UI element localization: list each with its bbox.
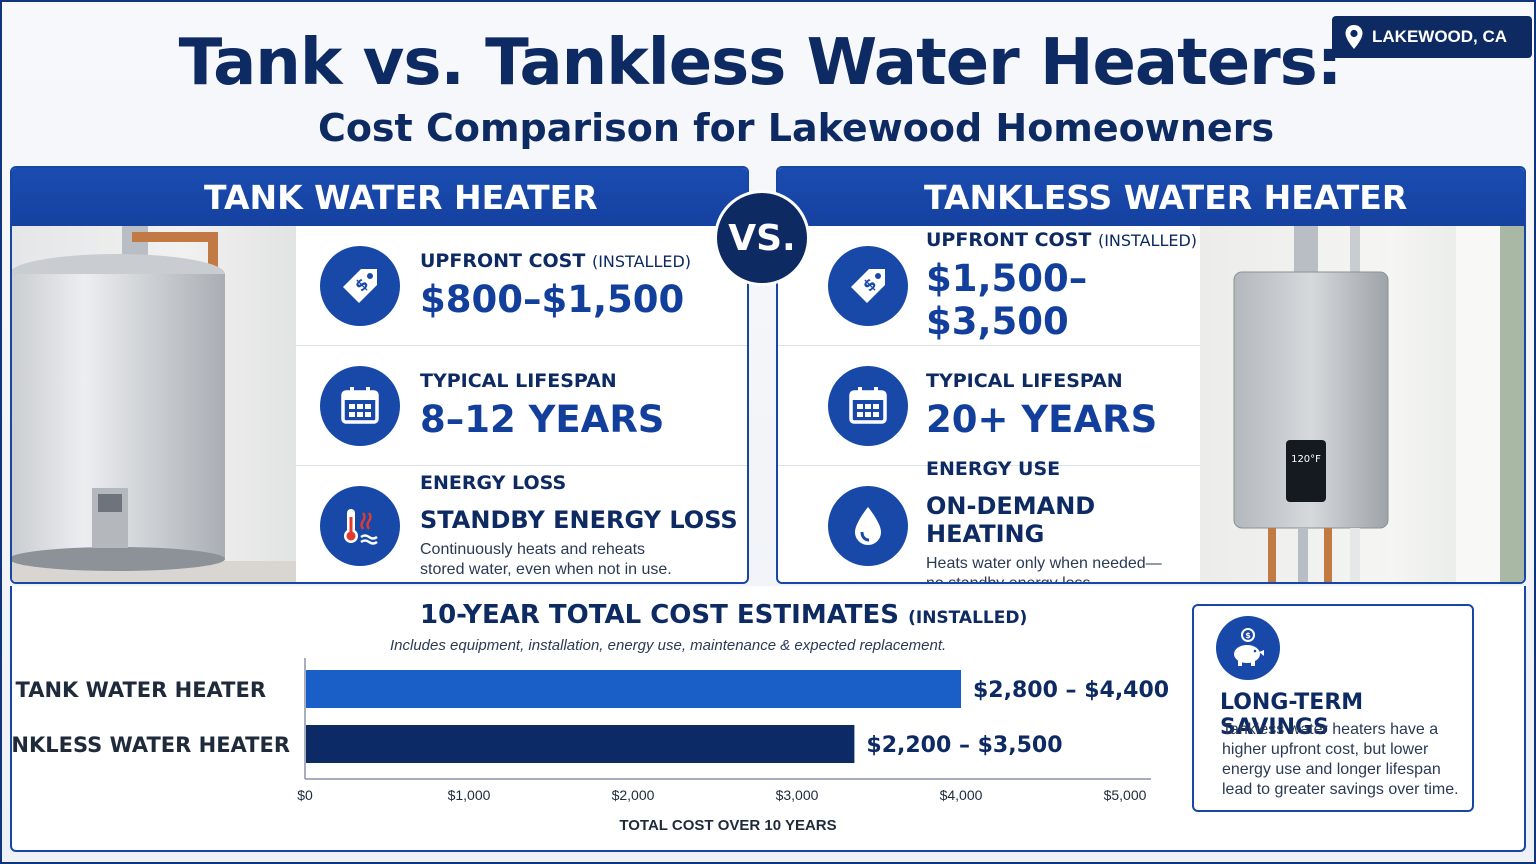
bar	[306, 725, 855, 763]
tankless-panel-heading: TANKLESS WATER HEATER	[778, 168, 1524, 226]
x-tick-label: $4,000	[940, 787, 983, 803]
tankless-energy-desc-line2: no standby energy loss.	[926, 575, 1095, 584]
tank-upfront-label: UPFRONT COST	[420, 250, 586, 272]
tank-energy-label: ENERGY LOSS	[420, 472, 567, 494]
thermometer-heat-icon	[320, 486, 400, 566]
tankless-upfront-note: (INSTALLED)	[1097, 230, 1198, 250]
vs-badge: VS.	[714, 190, 810, 286]
x-tick-label: $2,000	[612, 787, 655, 803]
tank-energy-value: STANDBY ENERGY LOSS	[420, 506, 738, 534]
tankless-display-reading: 120°F	[1291, 454, 1321, 465]
tankless-upfront-value: $1,500–$3,500	[926, 256, 1088, 343]
map-pin-icon	[1345, 25, 1363, 49]
tankless-energy-desc-line1: Heats water only when needed—	[926, 555, 1162, 572]
tankless-panel: TANKLESS WATER HEATER $ UPFRONT COST (IN…	[776, 166, 1526, 584]
tankless-upfront-row: $ UPFRONT COST (INSTALLED) $1,500–$3,500	[778, 226, 1202, 346]
tank-upfront-row: $ UPFRONT COST (INSTALLED) $800–$1,500	[296, 226, 747, 346]
page-title: Tank vs. Tankless Water Heaters:	[178, 26, 1343, 100]
location-label: LAKEWOOD, CA	[1372, 27, 1508, 46]
bar-category-label: TANK WATER HEATER	[16, 678, 266, 702]
x-axis-label: TOTAL COST OVER 10 YEARS	[619, 817, 836, 834]
tankless-lifespan-label: TYPICAL LIFESPAN	[926, 370, 1123, 392]
x-tick-label: $0	[297, 787, 313, 803]
location-badge: LAKEWOOD, CA	[1332, 16, 1532, 58]
tank-panel: TANK WATER HEATER $	[10, 166, 749, 584]
tankless-lifespan-value: 20+ YEARS	[926, 398, 1158, 441]
tankless-details: $ UPFRONT COST (INSTALLED) $1,500–$3,500…	[778, 226, 1202, 584]
piggy-bank-icon: $	[1216, 616, 1280, 680]
water-drop-icon	[828, 486, 908, 566]
tank-heater-image	[12, 226, 296, 582]
tank-heater-illustration	[12, 226, 296, 582]
bar-category-label: TANKLESS WATER HEATER	[12, 733, 290, 757]
tank-lifespan-label: TYPICAL LIFESPAN	[420, 370, 617, 392]
tankless-heater-illustration: 120°F	[1233, 226, 1524, 582]
bar-data-label: $2,200 – $3,500	[866, 733, 1062, 758]
svg-text:$: $	[1245, 631, 1251, 640]
tank-energy-row: ENERGY LOSS STANDBY ENERGY LOSS Continuo…	[296, 466, 747, 582]
tankless-upfront-label: UPFRONT COST	[926, 228, 1092, 251]
cost-estimate-section: 10-YEAR TOTAL COST ESTIMATES (INSTALLED)…	[10, 586, 1526, 852]
price-tag-icon: $	[320, 245, 400, 326]
tank-energy-desc-line1: Continuously heats and reheats	[420, 541, 646, 558]
tank-panel-heading: TANK WATER HEATER	[12, 168, 747, 226]
tank-energy-desc-line2: stored water, even when not in use.	[420, 561, 672, 578]
calendar-icon	[320, 365, 400, 446]
tankless-heater-image: 120°F	[1200, 226, 1524, 582]
tankless-energy-label: ENERGY USE	[926, 458, 1061, 480]
tankless-energy-row: ENERGY USE ON-DEMAND HEATING Heats water…	[778, 458, 1202, 584]
calendar-icon	[828, 365, 908, 446]
chart-title-note: (INSTALLED)	[908, 608, 1028, 628]
tank-upfront-value: $800–$1,500	[420, 278, 685, 321]
tank-upfront-note: (INSTALLED)	[591, 252, 692, 271]
bar-data-label: $2,800 – $4,400	[973, 678, 1169, 703]
bar	[306, 670, 961, 708]
tank-lifespan-row: TYPICAL LIFESPAN 8–12 YEARS	[296, 346, 747, 466]
cost-bar-chart: TANK WATER HEATER $2,800 – $4,400 TANKLESS…	[12, 658, 1169, 834]
x-tick-label: $1,000	[448, 787, 491, 803]
x-tick-label: $5,000	[1104, 787, 1147, 803]
chart-title: 10-YEAR TOTAL COST ESTIMATES	[420, 600, 900, 630]
page-subtitle: Cost Comparison for Lakewood Homeowners	[317, 106, 1275, 150]
tank-lifespan-value: 8–12 YEARS	[420, 398, 665, 441]
tank-details: $ UPFRONT COST (INSTALLED) $800–$1,500 T…	[296, 226, 747, 582]
x-tick-label: $3,000	[776, 787, 819, 803]
tankless-lifespan-row: TYPICAL LIFESPAN 20+ YEARS	[778, 346, 1202, 466]
savings-text: Tankless water heaters have a higher upf…	[1222, 721, 1459, 798]
savings-title: LONG-TERM SAVINGS	[1220, 690, 1364, 740]
long-term-savings-card: $ LONG-TERM SAVINGS Tankless water heate…	[1192, 604, 1474, 812]
chart-subtitle: Includes equipment, installation, energy…	[390, 637, 947, 654]
tankless-energy-value: ON-DEMAND HEATING	[926, 492, 1096, 548]
price-tag-icon: $	[828, 245, 908, 326]
